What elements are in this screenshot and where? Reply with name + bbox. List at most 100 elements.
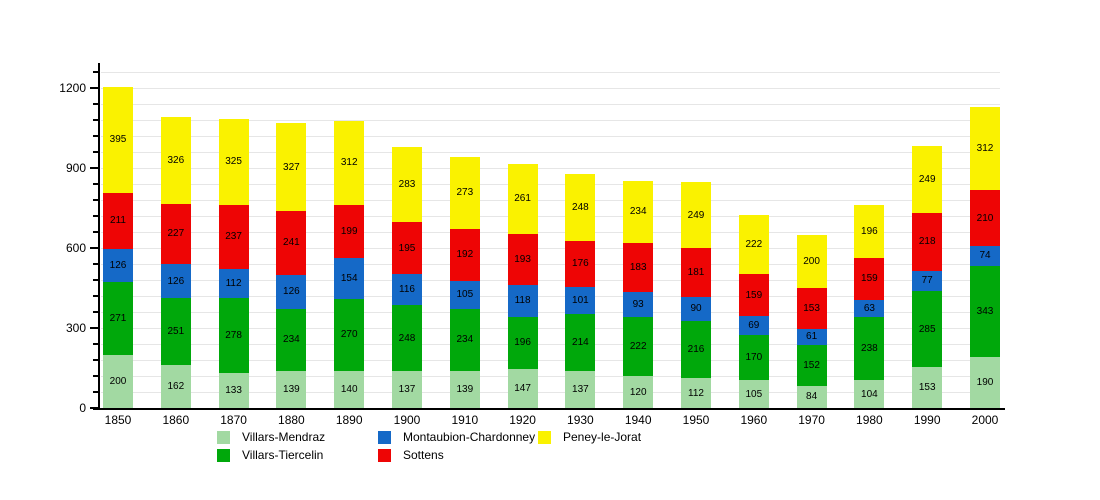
bar-segment-sottens: 211 — [103, 192, 133, 249]
bar-segment-sottens: 193 — [507, 233, 538, 286]
y-gridline — [101, 360, 1000, 361]
bar-segment-sottens: 195 — [392, 222, 422, 275]
bar-segment-villars-mendraz: 139 — [449, 370, 480, 408]
bar-segment-villars-mendraz: 140 — [334, 370, 365, 408]
y-minor-tick — [93, 311, 98, 313]
bar-segment-montaubion-chardonney: 126 — [276, 274, 307, 309]
x-tick-label: 1850 — [104, 413, 132, 427]
bar-segment-villars-tiercelin: 238 — [854, 316, 885, 381]
x-tick-label: 1950 — [682, 413, 710, 427]
y-gridline — [101, 248, 1000, 249]
bar-segment-peney-le-jorat: 395 — [103, 87, 133, 193]
bar-segment-villars-tiercelin: 216 — [681, 320, 711, 379]
y-minor-tick — [93, 231, 98, 233]
bar-segment-villars-tiercelin: 152 — [796, 345, 827, 386]
y-gridline — [101, 120, 1000, 121]
y-major-tick — [90, 87, 98, 89]
bar-segment-villars-tiercelin: 343 — [970, 265, 1000, 358]
bar-segment-villars-mendraz: 112 — [681, 378, 711, 408]
bar-segment-montaubion-chardonney: 118 — [507, 285, 538, 317]
bar-segment-peney-le-jorat: 273 — [449, 156, 480, 230]
y-tick-label: 1200 — [59, 81, 86, 95]
y-minor-tick — [93, 103, 98, 105]
bar-segment-villars-tiercelin: 285 — [912, 291, 943, 368]
y-gridline — [101, 168, 1000, 169]
bar-segment-montaubion-chardonney: 154 — [334, 257, 365, 299]
legend-label-villars-mendraz: Villars-Mendraz — [242, 430, 326, 444]
bar-segment-villars-tiercelin: 170 — [738, 334, 769, 380]
y-gridline — [101, 392, 1000, 393]
x-tick-label: 1920 — [509, 413, 536, 427]
y-major-tick — [90, 167, 98, 169]
bar-segment-villars-tiercelin: 271 — [103, 282, 133, 355]
bar-segment-peney-le-jorat: 249 — [912, 146, 943, 213]
y-gridline — [101, 264, 1000, 265]
bar-segment-villars-tiercelin: 248 — [392, 305, 422, 372]
bar-segment-peney-le-jorat: 248 — [565, 174, 596, 241]
x-tick-label: 1970 — [798, 413, 825, 427]
x-tick-label: 1980 — [856, 413, 883, 427]
bar-segment-peney-le-jorat: 234 — [623, 180, 654, 244]
y-tick-label: 900 — [65, 161, 86, 175]
bar-segment-peney-le-jorat: 312 — [970, 106, 1000, 191]
y-gridline — [101, 328, 1000, 329]
bar-segment-montaubion-chardonney: 90 — [681, 296, 711, 321]
bar-segment-sottens: 159 — [854, 257, 885, 300]
y-minor-tick — [93, 71, 98, 73]
y-gridline — [101, 216, 1000, 217]
legend-label-montaubion-chardonney: Montaubion-Chardonney — [403, 430, 536, 444]
y-minor-tick — [93, 215, 98, 217]
x-tick-label: 1990 — [913, 413, 941, 427]
legend-swatch-villars-mendraz — [217, 431, 230, 444]
bar-segment-montaubion-chardonney: 69 — [738, 316, 769, 335]
bar-segment-villars-mendraz: 139 — [276, 370, 307, 408]
bar-segment-sottens: 218 — [912, 212, 943, 271]
x-tick-label: 1860 — [162, 413, 190, 427]
y-gridline — [101, 72, 1000, 73]
bar-segment-sottens: 192 — [449, 229, 480, 281]
y-minor-tick — [93, 183, 98, 185]
bar-segment-sottens: 159 — [738, 273, 769, 317]
x-tick-label: 1910 — [451, 413, 479, 427]
y-minor-tick — [93, 119, 98, 121]
y-tick-label: 600 — [65, 241, 86, 255]
bar-segment-montaubion-chardonney: 63 — [854, 300, 885, 317]
y-minor-tick — [93, 279, 98, 281]
y-gridline — [101, 296, 1000, 297]
bar-segment-sottens: 153 — [796, 288, 827, 329]
bar-segment-peney-le-jorat: 326 — [160, 116, 191, 204]
bar-segment-sottens: 210 — [970, 190, 1000, 247]
bar-segment-montaubion-chardonney: 112 — [218, 268, 249, 299]
bar-segment-sottens: 241 — [276, 210, 307, 275]
bar-segment-villars-mendraz: 104 — [854, 380, 885, 408]
y-minor-tick — [93, 343, 98, 345]
y-minor-tick — [93, 263, 98, 265]
y-gridline — [101, 184, 1000, 185]
bar-segment-peney-le-jorat: 249 — [681, 181, 711, 249]
bar-segment-peney-le-jorat: 200 — [796, 234, 827, 288]
bar-segment-peney-le-jorat: 283 — [392, 146, 422, 223]
bar-segment-villars-tiercelin: 278 — [218, 298, 249, 373]
y-gridline — [101, 136, 1000, 137]
x-tick-label: 1960 — [740, 413, 768, 427]
y-gridline — [101, 152, 1000, 153]
y-gridline — [101, 200, 1000, 201]
bar-segment-sottens: 237 — [218, 205, 249, 269]
y-minor-tick — [93, 199, 98, 201]
bar-segment-villars-tiercelin: 251 — [160, 297, 191, 365]
y-minor-tick — [93, 375, 98, 377]
bar-segment-montaubion-chardonney: 105 — [449, 280, 480, 309]
bar-segment-montaubion-chardonney: 77 — [912, 270, 943, 292]
y-gridline — [101, 280, 1000, 281]
bar-segment-peney-le-jorat: 222 — [738, 214, 769, 274]
legend-swatch-sottens — [378, 449, 391, 462]
bar-segment-sottens: 199 — [334, 204, 365, 258]
bar-segment-villars-tiercelin: 222 — [623, 316, 654, 376]
bar-segment-sottens: 181 — [681, 248, 711, 297]
bar-segment-villars-mendraz: 190 — [970, 357, 1000, 408]
bar-segment-villars-mendraz: 137 — [565, 371, 596, 408]
bar-segment-villars-tiercelin: 234 — [449, 308, 480, 371]
bar-segment-peney-le-jorat: 312 — [334, 121, 365, 205]
y-minor-tick — [93, 359, 98, 361]
